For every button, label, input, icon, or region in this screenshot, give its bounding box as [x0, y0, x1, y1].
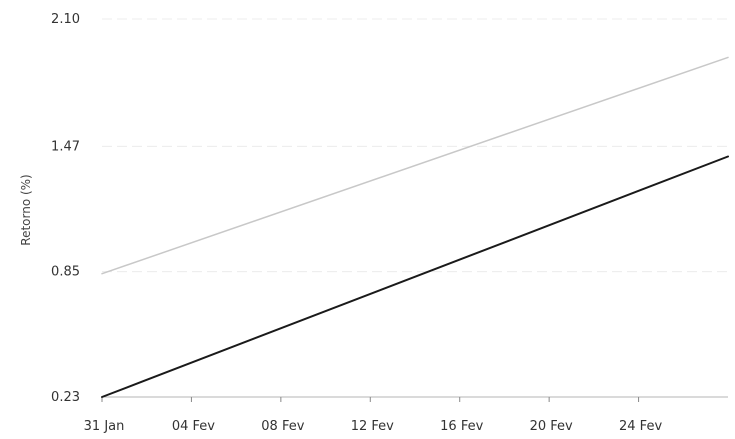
x-axis: [101, 396, 728, 402]
y-axis-title: Retorno (%): [19, 174, 33, 245]
y-tick-label: 1.47: [51, 139, 80, 154]
grid: [102, 18, 728, 398]
series-line-2: [101, 155, 729, 398]
x-tick-label: 24 Fev: [619, 419, 662, 434]
x-tick-label: 20 Fev: [530, 419, 573, 434]
series-group: [101, 56, 729, 398]
y-tick-label: 2.10: [51, 12, 80, 27]
y-axis-tick-labels: 0.23 0.85 1.47 2.10: [51, 12, 80, 405]
x-axis-tick-labels: 31 Jan 04 Fev 08 Fev 12 Fev 16 Fev 20 Fev 24 F…: [84, 419, 663, 434]
x-tick-label: 16 Fev: [440, 419, 483, 434]
y-tick-label: 0.23: [51, 390, 80, 405]
y-tick-label: 0.85: [51, 265, 80, 280]
x-tick-label: 04 Fev: [172, 419, 215, 434]
x-tick-label: 12 Fev: [351, 419, 394, 434]
x-tick-label: 31 Jan: [84, 419, 125, 434]
series-line-1: [101, 56, 729, 275]
x-tick-label: 08 Fev: [261, 419, 304, 434]
